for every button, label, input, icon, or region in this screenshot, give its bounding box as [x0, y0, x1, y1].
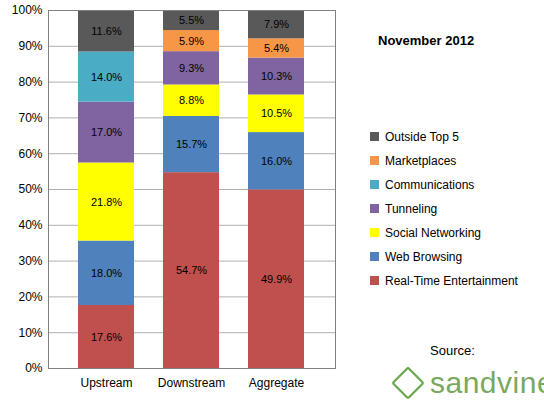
svg-text:16.0%: 16.0% — [261, 155, 292, 167]
svg-text:Aggregate: Aggregate — [249, 376, 305, 390]
svg-text:18.0%: 18.0% — [91, 267, 122, 279]
svg-text:5.4%: 5.4% — [264, 42, 289, 54]
html-text:Outside Top 5: Outside Top 5 — [385, 130, 459, 144]
svg-text:10%: 10% — [18, 326, 42, 340]
svg-text:8.8%: 8.8% — [179, 94, 204, 106]
html-text:Source:: Source: — [430, 343, 475, 358]
svg-text:21.8%: 21.8% — [91, 196, 122, 208]
svg-text:54.7%: 54.7% — [176, 264, 207, 276]
svg-text:40%: 40% — [18, 218, 42, 232]
html-text:Real-Time Entertainment: Real-Time Entertainment — [385, 274, 518, 288]
svg-text:30%: 30% — [18, 254, 42, 268]
svg-text:10.3%: 10.3% — [261, 70, 292, 82]
svg-text:49.9%: 49.9% — [261, 273, 292, 285]
svg-text:17.6%: 17.6% — [91, 331, 122, 343]
html-text:Web Browsing: Web Browsing — [385, 250, 463, 264]
svg-text:50%: 50% — [18, 182, 42, 196]
svg-text:15.7%: 15.7% — [176, 138, 207, 150]
svg-text:90%: 90% — [18, 39, 42, 53]
html-text:Communications: Communications — [385, 178, 475, 192]
svg-text:70%: 70% — [18, 111, 42, 125]
svg-text:9.3%: 9.3% — [179, 62, 204, 74]
svg-text:10.5%: 10.5% — [261, 107, 292, 119]
html-text:Social Networking: Social Networking — [385, 226, 481, 240]
svg-text:60%: 60% — [18, 147, 42, 161]
svg-text:11.6%: 11.6% — [91, 25, 122, 37]
html-text:Tunneling: Tunneling — [385, 202, 438, 216]
svg-text:5.9%: 5.9% — [179, 35, 204, 47]
svg-text:20%: 20% — [18, 290, 42, 304]
svg-text:7.9%: 7.9% — [264, 18, 289, 30]
html-text:Marketplaces: Marketplaces — [385, 154, 457, 168]
svg-text:Upstream: Upstream — [80, 376, 132, 390]
svg-text:100%: 100% — [12, 3, 43, 17]
html-text:November 2012: November 2012 — [378, 33, 475, 48]
svg-text:17.0%: 17.0% — [91, 126, 122, 138]
svg-text:5.5%: 5.5% — [179, 14, 204, 26]
svg-text:80%: 80% — [18, 75, 42, 89]
svg-text:Downstream: Downstream — [158, 376, 225, 390]
svg-text:14.0%: 14.0% — [91, 71, 122, 83]
svg-text:0%: 0% — [25, 361, 43, 375]
